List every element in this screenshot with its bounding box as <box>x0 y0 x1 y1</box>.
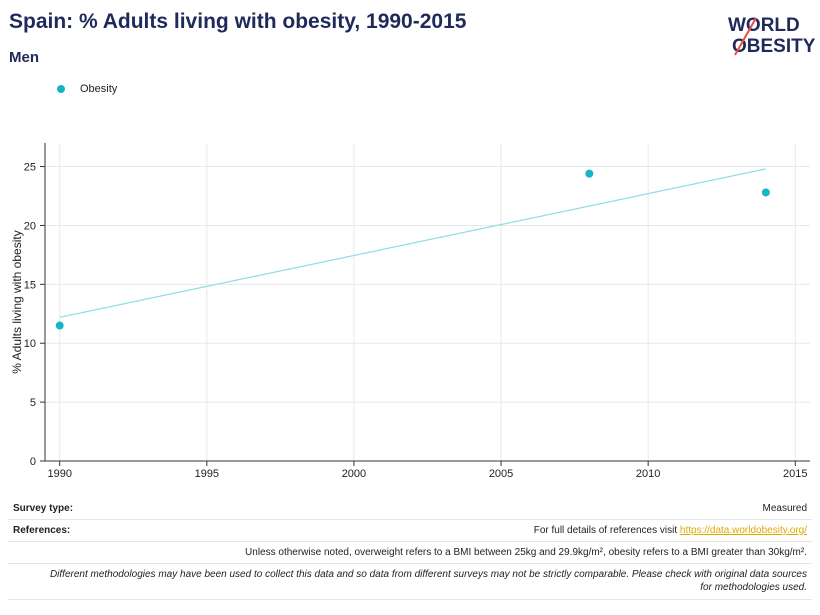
legend: Obesity <box>57 83 117 95</box>
legend-marker-icon <box>57 85 65 93</box>
x-tick-label: 2000 <box>342 468 366 480</box>
x-tick-label: 1990 <box>47 468 71 480</box>
logo-word-world: WORLD <box>728 15 800 36</box>
y-tick-label: 20 <box>24 220 36 232</box>
x-tick-label: 1995 <box>195 468 219 480</box>
methodology-note-row: Different methodologies may have been us… <box>8 563 812 600</box>
references-row: References: For full details of referenc… <box>8 519 812 542</box>
x-tick-label: 2010 <box>636 468 660 480</box>
logo-word-obesity: OBESITY <box>732 36 816 57</box>
legend-label: Obesity <box>80 83 118 95</box>
chart-subtitle: Men <box>9 49 39 66</box>
references-label: References: <box>13 525 71 536</box>
data-point <box>585 169 594 178</box>
chart-plot: 1990 1995 2000 2005 2010 2015 0 5 10 15 20 25 % Adul… <box>10 143 810 480</box>
y-tick-label: 10 <box>24 338 36 350</box>
chart-title: Spain: % Adults living with obesity, 199… <box>9 10 467 33</box>
bmi-note-row: Unless otherwise noted, overweight refer… <box>8 541 812 564</box>
references-link[interactable]: https://data.worldobesity.org/ <box>679 525 807 536</box>
methodology-note: Different methodologies may have been us… <box>49 569 807 593</box>
y-axis-label: % Adults living with obesity <box>10 230 24 373</box>
y-tick-label: 5 <box>30 397 36 409</box>
data-point <box>761 188 770 197</box>
world-obesity-logo: WORLD OBESITY <box>728 15 816 57</box>
bmi-note: Unless otherwise noted, overweight refer… <box>245 547 807 558</box>
survey-type-label: Survey type: <box>13 503 74 514</box>
data-point <box>55 321 64 330</box>
references-text: For full details of references visit <box>533 525 680 536</box>
survey-type-row: Survey type: Measured <box>8 497 812 520</box>
y-tick-label: 0 <box>30 456 36 468</box>
logo-accent-slash <box>734 17 757 56</box>
survey-type-value: Measured <box>762 503 807 514</box>
x-tick-label: 2005 <box>489 468 513 480</box>
y-tick-label: 25 <box>24 162 36 174</box>
references-value: For full details of references visit htt… <box>534 525 807 536</box>
y-tick-label: 15 <box>24 279 36 291</box>
x-tick-label: 2015 <box>783 468 807 480</box>
trend-line <box>59 168 766 318</box>
